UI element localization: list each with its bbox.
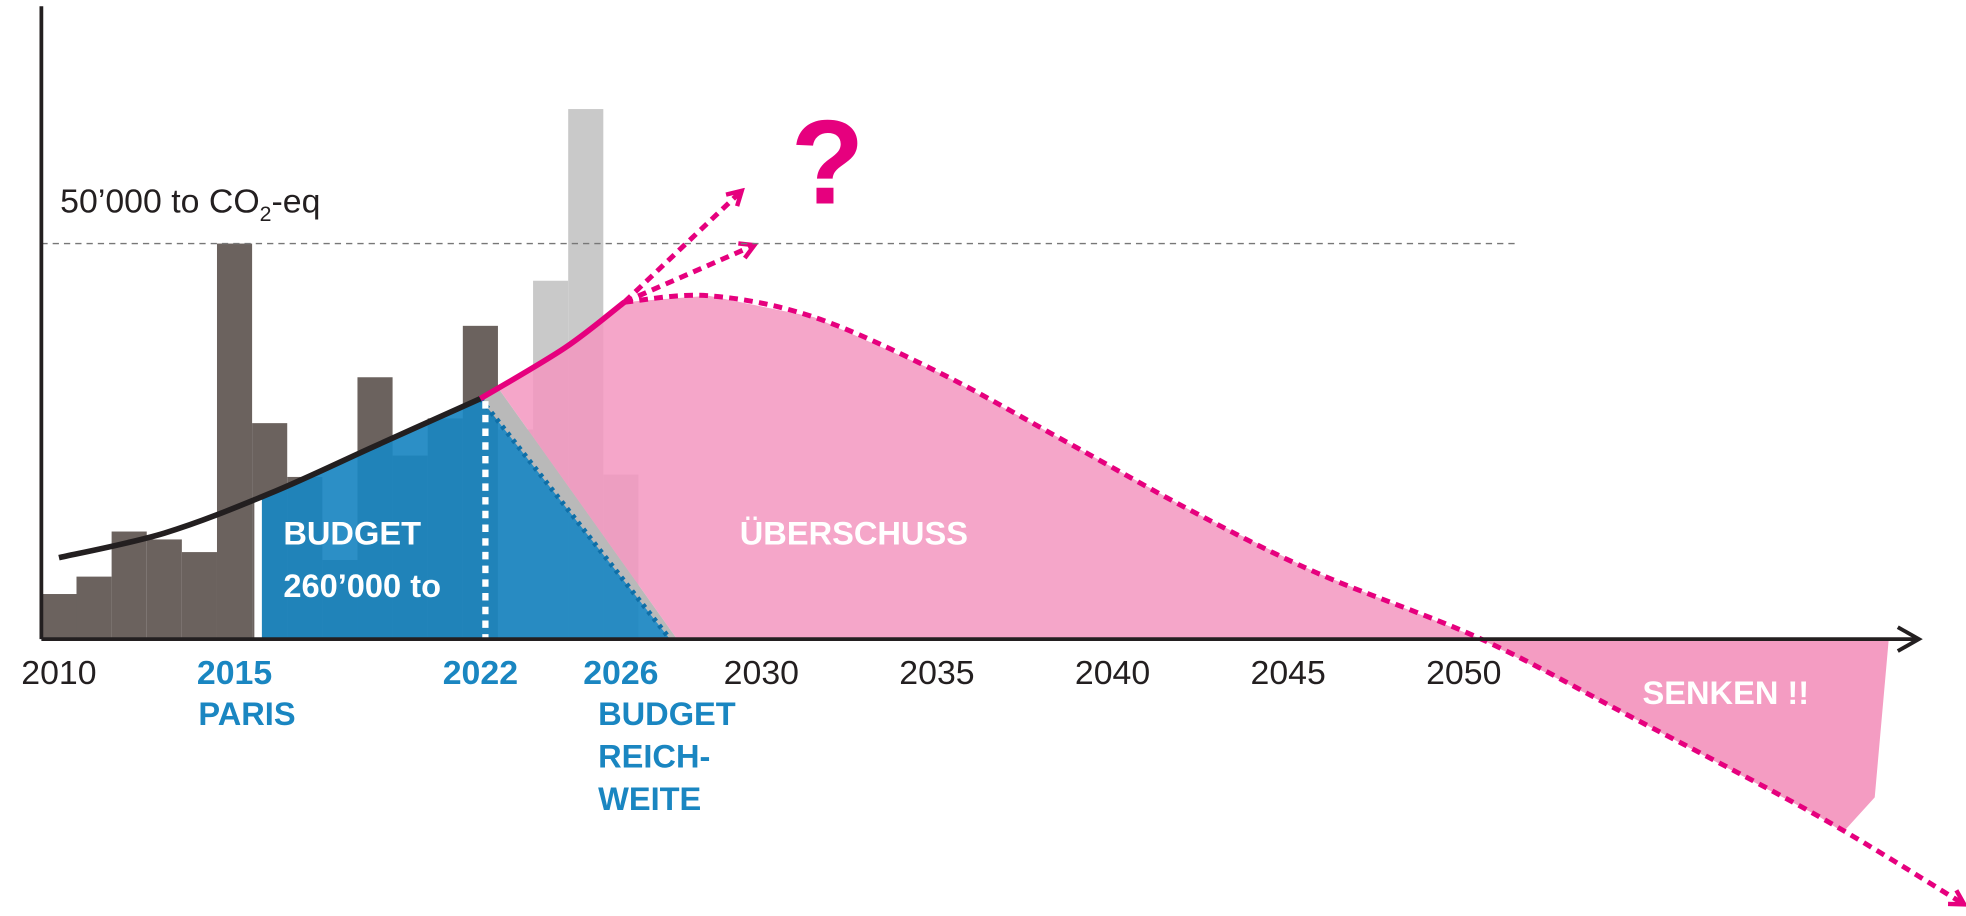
scenario-arrow [623,246,752,305]
scenario-arrow [622,192,740,304]
bar [216,243,253,640]
budget-value: 260’000 to [283,568,441,604]
budget-area [255,398,671,640]
bar [76,576,112,640]
bar [181,552,217,640]
reduction-path [624,292,1962,903]
sink-area [1481,639,1889,833]
reach-label: WEITE [598,781,701,817]
reference-label: 50’000 to CO2-eq [60,183,320,226]
x-tick-label: 2030 [724,654,799,692]
bar [146,539,182,640]
plot: 50’000 to CO2-eq 2010 2015 2022 2026 2030 2035… [21,6,1962,903]
trend-line [58,396,482,561]
budget-shadow [480,387,678,640]
reach-label: REICH- [598,739,710,775]
paris-label: PARIS [198,696,295,732]
budget-label: BUDGET [283,516,421,552]
x-tick-label: 2050 [1426,654,1501,692]
question-mark: ? [791,96,865,230]
reference-label-part: -eq [272,183,321,221]
reach-label: BUDGET [598,696,736,732]
reference-label-part: 2 [260,202,272,226]
x-tick-label: 2040 [1075,654,1150,692]
surplus-label: ÜBERSCHUSS [740,516,968,552]
growth-line [478,299,627,402]
sinks-label: SENKEN !! [1643,675,1810,711]
x-tick-label: 2045 [1251,654,1326,692]
x-tick-label: 2035 [899,654,974,692]
x-tick-label: 2010 [21,654,96,692]
reference-label-part: 50’000 to CO [60,183,259,221]
surplus-area [497,295,1482,640]
x-tick-label: 2015 [197,654,272,692]
x-tick-label: 2026 [583,654,658,692]
budget-edge [478,397,673,641]
x-tick-label: 2022 [443,654,518,692]
bar [111,531,147,640]
bar [41,594,77,640]
